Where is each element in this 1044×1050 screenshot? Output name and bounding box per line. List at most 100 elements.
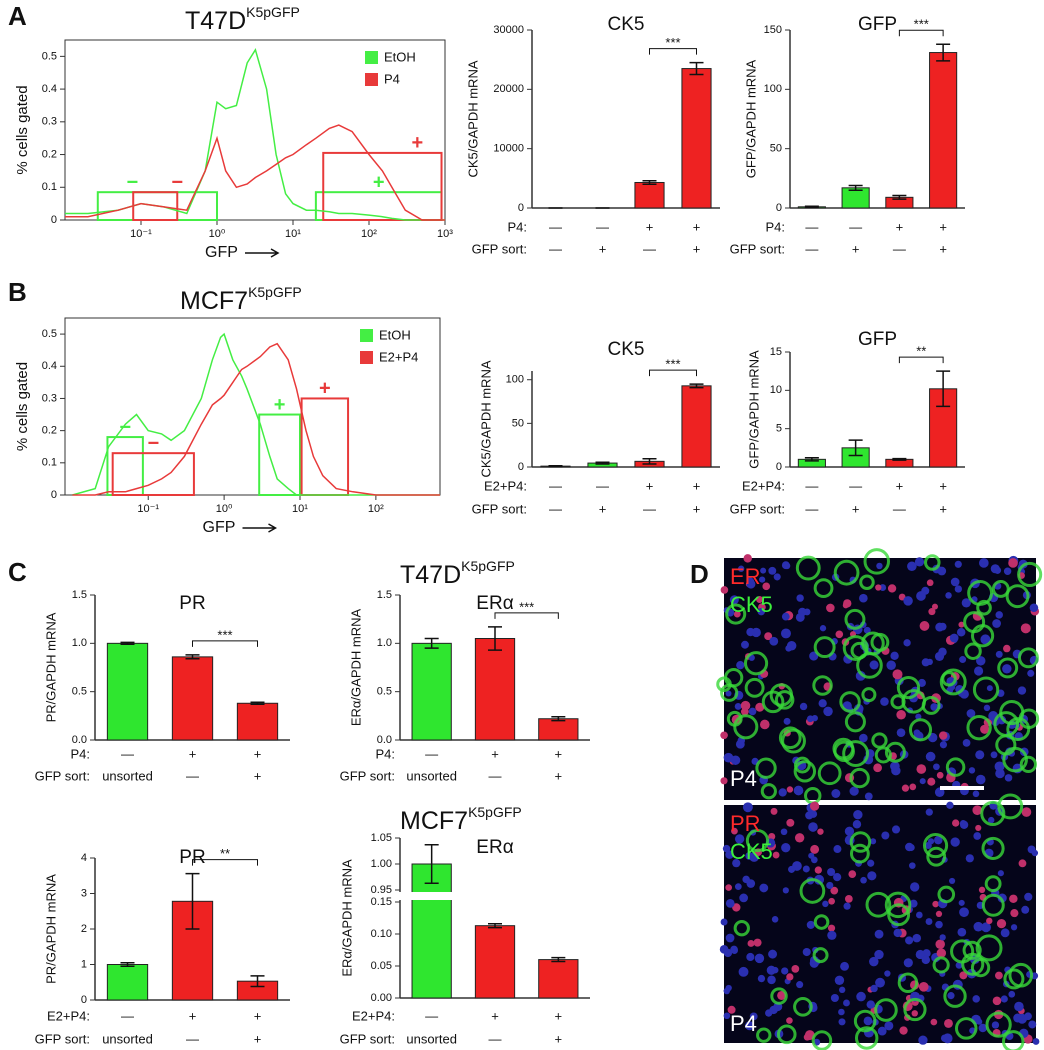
error-bar [120,961,135,968]
nucleus [959,656,967,664]
bar [106,642,149,741]
nucleus [927,838,935,845]
legend-swatch [365,73,378,86]
chart-title: CK5 [608,339,645,360]
cytoplasm [937,885,956,904]
nucleus [833,845,842,854]
row-value: — [425,1008,438,1023]
cytoplasm [954,1017,978,1040]
nucleus [916,764,927,774]
significance-label: *** [914,17,929,32]
error-bar [551,716,566,722]
cytoplasm [813,578,834,599]
y-tick-label: 0 [518,461,524,473]
nucleus [975,750,985,760]
cytoplasm [871,732,888,749]
cytoplasm [755,757,777,779]
nucleus [749,1012,758,1021]
nucleus [818,699,827,708]
nucleus [915,713,922,720]
nucleus [918,1035,928,1045]
nucleus [936,948,947,958]
stain-label: CK5 [730,839,773,864]
nucleus [976,656,986,666]
nucleus [737,565,745,572]
row-value: + [939,501,947,516]
nucleus [786,641,797,651]
nucleus [901,784,910,792]
nucleus [760,567,767,574]
row-value: + [555,1031,563,1046]
gate-label: + [412,132,424,154]
nucleus [843,902,851,910]
nucleus [874,949,884,960]
cytoplasm [1005,584,1030,609]
error-bar [120,641,135,646]
y-tick-label: 0.3 [42,392,57,404]
nucleus [916,591,926,601]
cytoplasm [844,711,866,733]
nucleus [891,825,901,834]
chart-title: PR [179,847,205,868]
y-axis-label: GFP/GAPDH mRNA [746,350,761,469]
row-value: + [491,746,499,761]
nucleus [731,827,738,835]
nucleus [928,608,936,616]
nucleus [853,810,863,820]
nucleus [822,900,829,908]
nucleus [983,704,991,712]
row-value: — [805,501,818,516]
row-value: + [693,501,701,516]
gate-label: − [147,432,159,454]
nucleus [973,666,984,676]
nucleus [874,929,884,939]
nucleus [991,1021,1000,1029]
nucleus [936,771,944,779]
significance-label: *** [519,599,534,614]
nucleus [734,883,742,890]
nucleus [903,596,913,606]
nucleus [1021,905,1030,914]
y-axis-label: % cells gated [14,362,31,451]
nucleus [931,603,938,610]
gate [300,397,350,497]
cell-line: MCF7 [180,287,248,315]
y-tick-label: 1.05 [371,832,392,844]
row-value: + [189,1008,197,1023]
nucleus [1002,664,1012,674]
x-tick-label: 10⁰ [209,228,226,240]
nucleus [875,977,885,988]
gate-label: − [119,416,131,438]
nucleus [939,934,946,941]
row-value: — [849,219,862,234]
nucleus [864,792,873,801]
cytoplasm [970,957,991,978]
nucleus [826,881,834,889]
nucleus [740,700,751,711]
nucleus [723,948,733,958]
row-value: — [893,241,906,256]
nucleus [938,647,947,657]
nucleus [933,763,940,771]
y-tick-label: 4 [81,852,87,864]
cytoplasm [896,675,921,700]
y-axis-label: CK5/GAPDH mRNA [465,60,480,177]
error-bar [424,844,439,884]
section-title: MCF7K5pGFP [180,284,302,315]
nucleus [811,714,818,722]
row-value: + [693,219,701,234]
axis-break [392,892,592,900]
nucleus [935,939,945,950]
panel-letter: D [690,559,709,589]
nucleus [786,1017,793,1024]
cytoplasm [849,843,870,864]
significance-bracket [192,640,258,647]
nucleus [950,837,960,847]
chart-title: GFP [858,329,897,350]
nucleus [823,706,833,717]
nucleus [927,777,936,786]
nucleus [978,886,986,894]
nucleus [884,1021,894,1031]
micrographs [716,548,1043,1050]
cytoplasm [870,632,890,652]
